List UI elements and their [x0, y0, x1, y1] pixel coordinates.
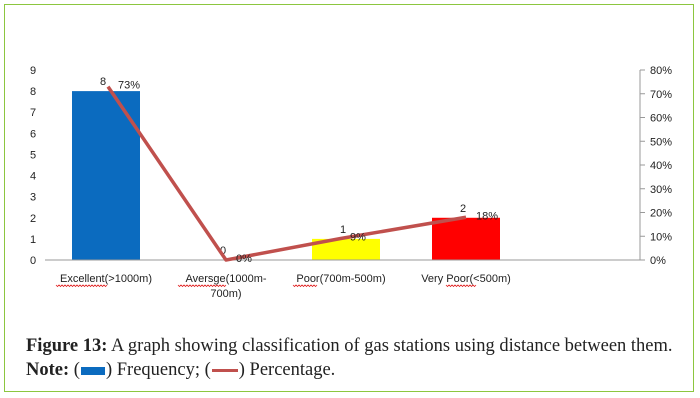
right-tick-label: 80%	[650, 65, 672, 77]
bar-data-label: 2	[460, 203, 466, 215]
category-label: Excellent(>1000m)	[60, 273, 152, 285]
left-tick-label: 7	[30, 107, 36, 119]
bar-series: 8 0 1 2	[45, 76, 640, 261]
bar-data-label: 8	[100, 76, 106, 88]
line-data-label: 0%	[236, 253, 252, 265]
right-tick-label: 60%	[650, 113, 672, 125]
bar-data-label: 1	[340, 224, 346, 236]
left-tick-label: 4	[30, 171, 36, 183]
left-tick-label: 2	[30, 213, 36, 225]
spellcheck-squiggle	[292, 284, 318, 288]
left-axis: 0 1 2 3 4 5 6 7 8 9	[30, 65, 36, 267]
right-tick-label: 30%	[650, 184, 672, 196]
right-tick-label: 70%	[650, 89, 672, 101]
left-tick-label: 1	[30, 234, 36, 246]
category-labels: Excellent(>1000m) Aversge(1000m- 700m) Poor…	[55, 273, 511, 300]
left-tick-label: 9	[30, 65, 36, 77]
figure-frame	[4, 4, 694, 392]
left-tick-label: 5	[30, 149, 36, 161]
right-tick-label: 0%	[650, 255, 666, 267]
left-tick-label: 0	[30, 255, 36, 267]
left-tick-label: 8	[30, 86, 36, 98]
bar	[312, 238, 380, 260]
right-tick-label: 20%	[650, 208, 672, 220]
bar	[432, 217, 500, 260]
category-label: Aversge(1000m-	[185, 273, 266, 285]
percentage-line	[106, 85, 467, 262]
caption-percentage: ) Percentage.	[238, 360, 336, 380]
caption-open: (	[69, 360, 80, 380]
right-axis: 0% 10% 20% 30% 40% 50% 60% 70% 80%	[639, 65, 672, 267]
left-tick-label: 6	[30, 128, 36, 140]
caption-frequency: ) Frequency; (	[105, 360, 211, 380]
caption-note-label: Note:	[26, 360, 70, 380]
spellcheck-squiggle	[55, 284, 108, 288]
caption-label: Figure 13:	[26, 336, 108, 356]
line-data-label: 9%	[350, 232, 366, 244]
line-data-label: 73%	[118, 80, 140, 92]
right-tick-label: 40%	[650, 160, 672, 172]
percentage-swatch-icon	[211, 369, 238, 373]
right-tick-label: 50%	[650, 136, 672, 148]
spellcheck-squiggle	[177, 284, 227, 288]
left-tick-label: 3	[30, 192, 36, 204]
caption-text: A graph showing classification of gas st…	[107, 336, 673, 356]
category-label: Very Poor(<500m)	[421, 273, 511, 285]
bar-data-label: 0	[220, 245, 226, 257]
category-label: 700m)	[210, 288, 241, 300]
category-label: Poor(700m-500m)	[296, 273, 385, 285]
figure-caption: Figure 13: A graph showing classificatio…	[26, 334, 691, 382]
spellcheck-squiggle	[445, 284, 477, 288]
frequency-swatch-icon	[80, 366, 105, 375]
right-tick-label: 10%	[650, 231, 672, 243]
line-series: 73% 0% 9% 18%	[106, 80, 498, 265]
line-data-label: 18%	[476, 210, 498, 222]
